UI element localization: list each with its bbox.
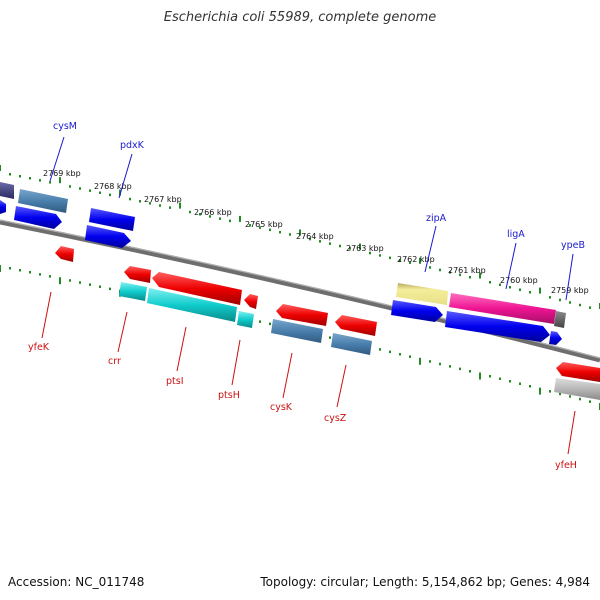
gene-arrow-ligA — [445, 311, 550, 342]
feature-cyan-crr — [119, 282, 147, 301]
feature-dark — [554, 311, 566, 328]
tick-label-2764: 2764 kbp — [296, 232, 334, 241]
feature-steel-1 — [18, 189, 68, 213]
gene-label-cysM: cysM — [53, 121, 77, 132]
gene-arrow-reverse — [244, 294, 258, 309]
gene-label-cysK: cysK — [270, 402, 293, 413]
tick-label-2769: 2769 kbp — [43, 169, 81, 178]
gene-arrow-ypeB — [549, 331, 562, 345]
gene-label-ptsH: ptsH — [218, 390, 240, 401]
feature-gray — [554, 378, 600, 400]
tick-label-2767: 2767 kbp — [144, 195, 182, 204]
tick-labels: 2769 kbp 2768 kbp 2767 kbp 2766 kbp 2765… — [43, 169, 589, 295]
gene-arrow-ptsI — [152, 272, 242, 305]
gene-arrow-pdxK — [89, 208, 135, 231]
gene-label-crr: crr — [108, 356, 121, 367]
gene-arrow-yfeH — [556, 362, 600, 382]
gene-arrow-yfeK — [55, 246, 74, 262]
gene-arrow-forward — [85, 225, 131, 248]
accession-text: Accession: NC_011748 — [8, 575, 145, 589]
gene-label-ptsI: ptsI — [166, 376, 184, 387]
forward-gene-arrows — [0, 200, 562, 345]
gene-arrow-forward — [0, 200, 6, 214]
feature-purple — [0, 182, 14, 199]
tick-label-2762: 2762 kbp — [397, 255, 435, 264]
feature-cyan-ptsH — [237, 311, 254, 328]
gene-label-ligA: ligA — [507, 229, 525, 240]
tick-label-2760: 2760 kbp — [500, 276, 538, 285]
map-title: Escherichia coli 55989, complete genome — [163, 10, 437, 25]
feature-pink — [449, 293, 556, 324]
tick-label-2761: 2761 kbp — [448, 266, 486, 275]
label-leaders — [41, 136, 576, 455]
feature-steel-cysZ — [331, 333, 372, 355]
forward-outer-features — [0, 182, 566, 328]
tick-label-2766: 2766 kbp — [194, 208, 232, 217]
feature-cyan-ptsI — [147, 288, 237, 322]
reverse-gene-arrows — [55, 246, 600, 400]
gene-label-yfeH: yfeH — [555, 460, 577, 471]
gene-arrow-forward — [14, 206, 62, 229]
gene-label-pdxK: pdxK — [120, 140, 145, 151]
gene-labels: cysM pdxK zipA ligA ypeB yfeK crr ptsI p… — [28, 121, 585, 471]
gene-arrow-cysK — [276, 304, 328, 326]
feature-yellow — [396, 283, 448, 305]
tick-label-2763: 2763 kbp — [346, 244, 384, 253]
genome-backbone — [0, 219, 600, 363]
feature-steel-cysK — [271, 319, 323, 343]
gene-label-zipA: zipA — [426, 213, 447, 224]
gene-arrow-reverse — [124, 266, 151, 283]
tick-label-2759: 2759 kbp — [551, 286, 589, 295]
tick-label-2768: 2768 kbp — [94, 182, 132, 191]
genome-summary-text: Topology: circular; Length: 5,154,862 bp… — [260, 575, 590, 589]
gene-arrow-zipA — [391, 300, 443, 322]
tick-label-2765: 2765 kbp — [245, 220, 283, 229]
gene-arrow-cysZ — [335, 315, 377, 336]
gene-label-ypeB: ypeB — [561, 240, 585, 251]
gene-label-yfeK: yfeK — [28, 342, 50, 353]
gene-label-cysZ: cysZ — [324, 413, 347, 424]
